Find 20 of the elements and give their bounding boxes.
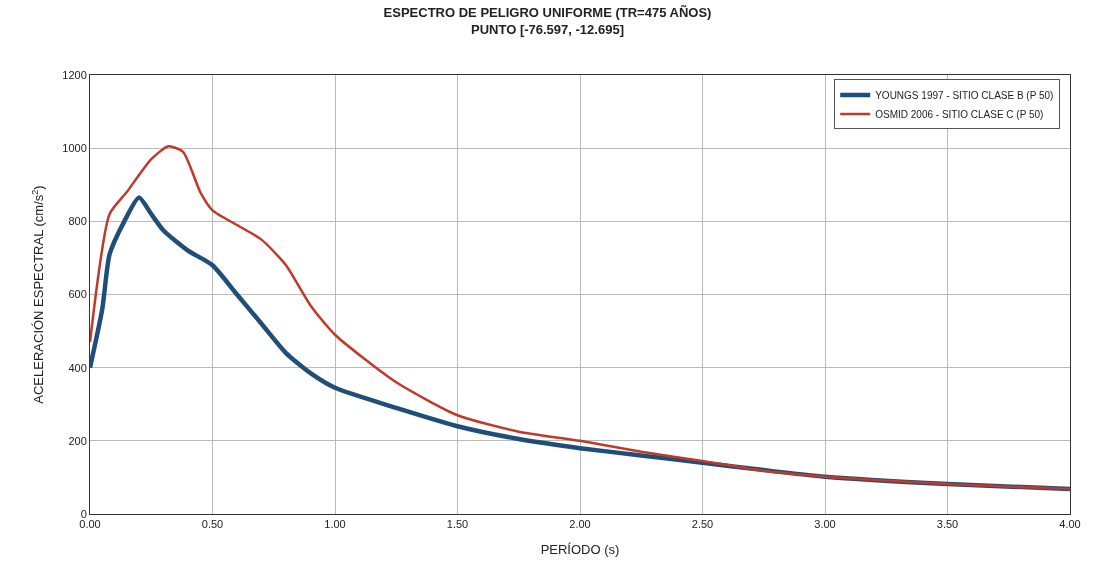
x-tick-label: 0.50 — [201, 518, 224, 531]
x-tick-label: 1.50 — [446, 518, 469, 531]
y-tick-label: 1200 — [62, 68, 87, 81]
y-tick-label: 0 — [80, 507, 87, 520]
x-tick-label: 4.00 — [1059, 518, 1081, 531]
y-tick-label: 400 — [68, 361, 87, 374]
y-tick-label: 800 — [68, 215, 87, 228]
legend-label: OSMID 2006 - SITIO CLASE C (P 50) — [875, 108, 1044, 120]
y-tick-label: 600 — [68, 288, 87, 301]
legend-label: YOUNGS 1997 - SITIO CLASE B (P 50) — [875, 89, 1054, 101]
y-tick-label: 200 — [68, 434, 87, 447]
x-tick-label: 3.50 — [936, 518, 959, 531]
x-tick-label: 2.00 — [569, 518, 591, 531]
x-tick-label: 1.00 — [324, 518, 346, 531]
x-tick-label: 2.50 — [691, 518, 714, 531]
chart-title: ESPECTRO DE PELIGRO UNIFORME (TR=475 AÑOS) PUNTO [-76.597, -12.695] — [383, 5, 712, 38]
x-tick-label: 0.00 — [79, 518, 101, 531]
x-tick-label: 3.00 — [814, 518, 836, 531]
y-tick-label: 1000 — [62, 142, 87, 155]
x-axis-title: PERÍODO (s) — [540, 541, 620, 557]
